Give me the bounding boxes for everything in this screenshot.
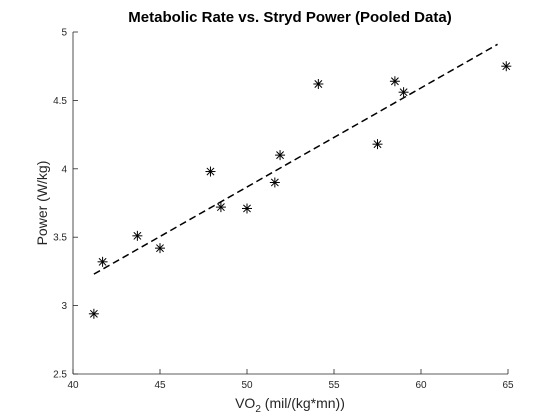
data-point-12 bbox=[398, 87, 409, 98]
x-tick-label-4: 60 bbox=[415, 380, 427, 391]
y-tick-label-4: 4.5 bbox=[53, 96, 67, 107]
data-point-2 bbox=[132, 230, 143, 241]
x-axis-title-main: VO bbox=[235, 395, 255, 411]
data-point-3 bbox=[155, 243, 165, 254]
data-point-9 bbox=[313, 78, 324, 89]
y-tick-label-1: 3 bbox=[61, 301, 67, 312]
fit-line-group bbox=[93, 43, 498, 275]
x-tick-label-1: 45 bbox=[154, 380, 166, 391]
data-point-5 bbox=[215, 202, 226, 213]
x-axis-title: VO2 (mil/(kg*mn)) bbox=[235, 395, 345, 415]
x-tick-label-5: 65 bbox=[502, 380, 514, 391]
x-tick-label-0: 40 bbox=[67, 380, 79, 391]
data-point-1 bbox=[97, 256, 108, 267]
y-axis-title: Power (W/kg) bbox=[34, 161, 50, 246]
y-ticks: 2.5 3 3.5 4 4.5 5 bbox=[53, 28, 78, 381]
fit-line bbox=[93, 43, 498, 275]
data-point-11 bbox=[389, 76, 400, 87]
data-point-0 bbox=[88, 308, 99, 319]
y-tick-label-0: 2.5 bbox=[53, 370, 67, 381]
x-axis-title-rest: (mil/(kg*mn)) bbox=[261, 395, 345, 411]
y-tick-label-5: 5 bbox=[61, 28, 67, 39]
x-tick-label-2: 50 bbox=[241, 380, 253, 391]
data-point-8 bbox=[275, 150, 286, 161]
data-point-6 bbox=[242, 203, 252, 214]
data-point-4 bbox=[205, 166, 216, 177]
data-point-13 bbox=[501, 61, 512, 72]
y-tick-label-3: 4 bbox=[61, 164, 67, 175]
chart-title: Metabolic Rate vs. Stryd Power (Pooled D… bbox=[128, 9, 451, 26]
data-point-10 bbox=[372, 139, 383, 150]
y-tick-label-2: 3.5 bbox=[53, 233, 67, 244]
x-tick-label-3: 55 bbox=[328, 380, 340, 391]
data-points bbox=[88, 61, 512, 319]
data-point-7 bbox=[269, 177, 280, 188]
x-axis-title-subscript: 2 bbox=[255, 404, 261, 415]
axes bbox=[72, 32, 508, 375]
x-ticks: 40 45 50 55 60 65 bbox=[67, 369, 514, 391]
